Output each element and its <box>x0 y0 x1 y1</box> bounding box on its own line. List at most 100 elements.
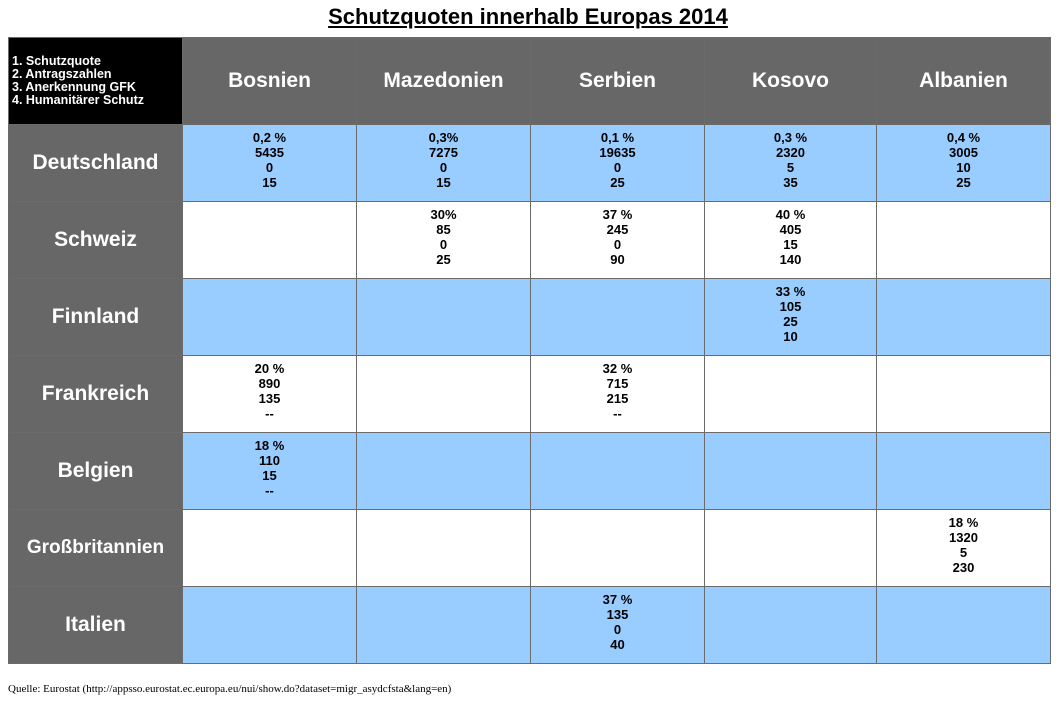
cell-value: 890 <box>258 376 281 391</box>
cell-value: 19635 <box>599 145 636 160</box>
table-cell <box>356 432 531 510</box>
cell-value: 110 <box>259 453 280 468</box>
cell-value: 90 <box>610 252 625 267</box>
cell-value: 0 <box>439 237 448 252</box>
legend-box: 1. Schutzquote 2. Antragszahlen 3. Anerk… <box>8 37 183 125</box>
table-cell: 0,3% 7275 0 15 <box>356 124 531 202</box>
table-cell: 0,3 % 2320 5 35 <box>704 124 877 202</box>
row-header: Frankreich <box>8 355 183 433</box>
column-header: Mazedonien <box>356 37 531 125</box>
cell-value: 35 <box>783 175 798 190</box>
cell-value: 140 <box>779 252 802 267</box>
table-cell <box>356 355 531 433</box>
cell-value: 85 <box>436 222 451 237</box>
table-cell <box>876 201 1051 279</box>
table-cell <box>704 509 877 587</box>
table-cell: 0,1 % 19635 0 25 <box>530 124 705 202</box>
row-header: Großbritannien <box>8 509 183 587</box>
table-cell <box>530 432 705 510</box>
cell-value: 0,1 % <box>600 130 635 145</box>
cell-value: 7275 <box>429 145 458 160</box>
table-row: Deutschland 0,2 % 5435 0 15 0,3% 7275 0 15 0,1 % 1… <box>8 124 1051 202</box>
cell-value: 32 % <box>602 361 633 376</box>
cell-value: -- <box>265 406 274 421</box>
cell-value: 215 <box>606 391 629 406</box>
cell-value: 5 <box>959 545 968 560</box>
cell-value: 0 <box>613 622 622 637</box>
cell-value: 25 <box>436 252 451 267</box>
table-cell: 20 % 890 135 -- <box>182 355 357 433</box>
cell-value: 15 <box>783 237 798 252</box>
legend-item: 4. Humanitärer Schutz <box>12 93 144 107</box>
table-cell: 18 % 110 15 -- <box>182 432 357 510</box>
cell-value: -- <box>613 406 622 421</box>
legend-item: 3. Anerkennung GFK <box>12 80 136 94</box>
column-header: Albanien <box>876 37 1051 125</box>
row-header: Finnland <box>8 278 183 356</box>
legend-item: 1. Schutzquote <box>12 54 101 68</box>
cell-value: 25 <box>956 175 971 190</box>
table-row: Großbritannien 18 % 1320 5 230 <box>8 509 1051 587</box>
table-cell <box>704 355 877 433</box>
table-cell <box>704 432 877 510</box>
chart-title: Schutzquoten innerhalb Europas 2014 <box>328 4 728 29</box>
table-body: Deutschland 0,2 % 5435 0 15 0,3% 7275 0 15 0,1 % 1… <box>8 124 1051 664</box>
table-cell <box>876 278 1051 356</box>
cell-value: 715 <box>606 376 629 391</box>
row-header: Belgien <box>8 432 183 510</box>
cell-value: 0 <box>613 160 622 175</box>
cell-value: 0 <box>613 237 622 252</box>
table-cell: 37 % 245 0 90 <box>530 201 705 279</box>
cell-value: 1320 <box>949 530 978 545</box>
cell-value: 37 % <box>602 207 633 222</box>
cell-value: 15 <box>262 468 277 483</box>
cell-value: 3005 <box>949 145 978 160</box>
table-cell <box>182 586 357 664</box>
table-cell: 18 % 1320 5 230 <box>876 509 1051 587</box>
table-row: Finnland 33 % 105 25 10 <box>8 278 1051 356</box>
table-cell <box>876 355 1051 433</box>
table-cell <box>182 509 357 587</box>
cell-value: 10 <box>783 329 798 344</box>
table-cell <box>182 201 357 279</box>
cell-value: 40 % <box>775 207 806 222</box>
table-cell <box>356 509 531 587</box>
cell-value: 405 <box>779 222 802 237</box>
table-row: Frankreich 20 % 890 135 -- 32 % 715 215 -- <box>8 355 1051 433</box>
row-header: Schweiz <box>8 201 183 279</box>
table-cell: 32 % 715 215 -- <box>530 355 705 433</box>
cell-value: 245 <box>606 222 629 237</box>
cell-value: 5 <box>786 160 795 175</box>
column-header: Bosnien <box>182 37 357 125</box>
cell-value: 230 <box>952 560 975 575</box>
cell-value: 0,3 % <box>773 130 808 145</box>
table-cell: 33 % 105 25 10 <box>704 278 877 356</box>
table-cell <box>876 586 1051 664</box>
table-cell: 0,4 % 3005 10 25 <box>876 124 1051 202</box>
cell-value: 2320 <box>776 145 805 160</box>
table-cell: 30% 85 0 25 <box>356 201 531 279</box>
cell-value: 33 % <box>775 284 806 299</box>
cell-value: 0,4 % <box>946 130 981 145</box>
table-cell <box>356 586 531 664</box>
cell-value: 20 % <box>254 361 285 376</box>
cell-value: 0,2 % <box>252 130 287 145</box>
row-header: Italien <box>8 586 183 664</box>
cell-value: 37 % <box>602 592 633 607</box>
cell-value: 25 <box>610 175 625 190</box>
cell-value: 5435 <box>255 145 284 160</box>
cell-value: -- <box>265 483 274 498</box>
table-row: Schweiz 30% 85 0 25 37 % 245 0 90 40 % 405 15 140 <box>8 201 1051 279</box>
cell-value: 18 % <box>948 515 979 530</box>
column-header: Kosovo <box>704 37 877 125</box>
cell-value: 10 <box>956 160 971 175</box>
cell-value: 18 % <box>254 438 285 453</box>
cell-value: 15 <box>262 175 277 190</box>
protection-rate-table: 1. Schutzquote 2. Antragszahlen 3. Anerk… <box>8 37 1051 664</box>
cell-value: 30% <box>430 207 457 222</box>
table-row: Italien 37 % 135 0 40 <box>8 586 1051 664</box>
table-cell <box>182 278 357 356</box>
cell-value: 135 <box>258 391 281 406</box>
table-cell: 0,2 % 5435 0 15 <box>182 124 357 202</box>
table-cell <box>530 509 705 587</box>
